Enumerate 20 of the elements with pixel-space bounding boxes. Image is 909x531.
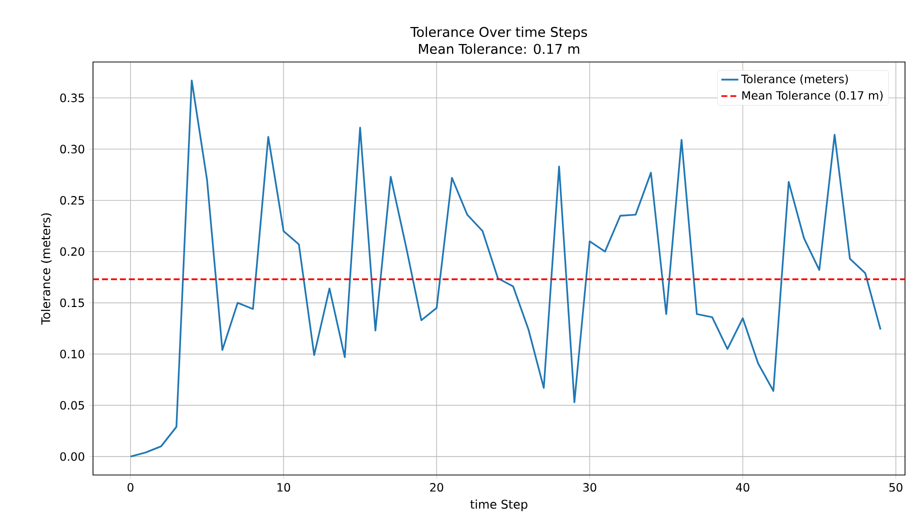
x-tick-label: 20 bbox=[430, 483, 444, 492]
legend-label: Mean Tolerance (0.17 m) bbox=[742, 90, 883, 102]
y-tick-label: 0.20 bbox=[60, 247, 84, 256]
y-tick-label: 0.00 bbox=[60, 452, 84, 461]
y-tick-label: 0.15 bbox=[60, 298, 84, 308]
y-tick-label: 0.35 bbox=[60, 94, 84, 102]
x-tick-label: 40 bbox=[736, 483, 750, 492]
x-axis-title: time Step bbox=[470, 500, 528, 512]
chart-title: Tolerance Over time Steps bbox=[410, 26, 588, 40]
y-tick-label: 0.10 bbox=[60, 350, 84, 358]
x-tick-label: 50 bbox=[889, 483, 902, 492]
y-tick-label: 0.05 bbox=[60, 400, 84, 410]
y-tick-label: 0.30 bbox=[60, 144, 84, 154]
chart-subtitle: Mean Tolerance: 0.17 m bbox=[419, 44, 580, 54]
y-axis-title: Tolerance (meters) bbox=[40, 213, 52, 325]
y-tick-label: 0.25 bbox=[60, 196, 84, 205]
x-tick-label: 30 bbox=[583, 483, 596, 492]
x-tick-label: 10 bbox=[278, 483, 290, 492]
legend-label: Tolerance (meters) bbox=[741, 74, 848, 85]
x-tick-label: 0 bbox=[128, 483, 134, 492]
